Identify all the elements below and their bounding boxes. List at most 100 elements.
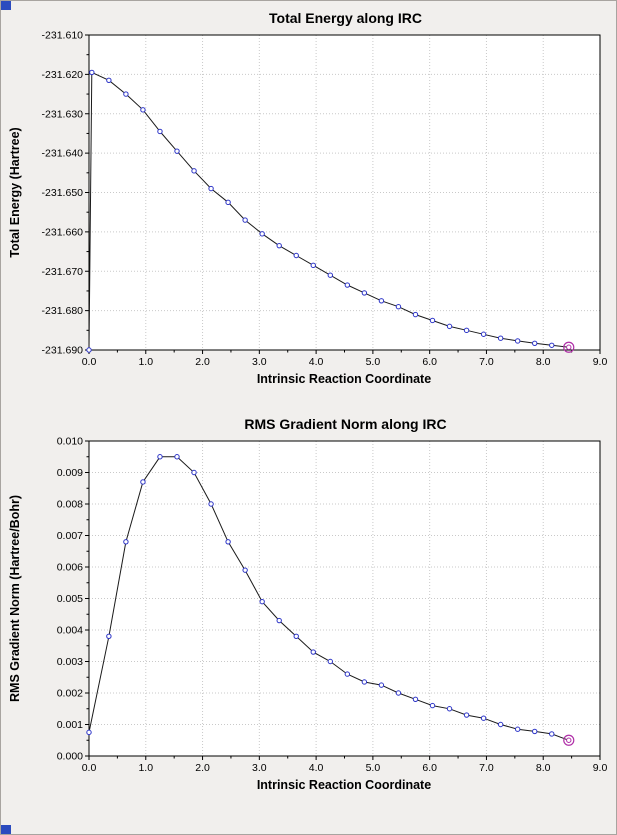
data-point-marker[interactable]: [344, 671, 351, 677]
data-point-marker[interactable]: [140, 479, 146, 485]
x-tick-label: 9.0: [593, 356, 608, 368]
data-point-marker[interactable]: [259, 231, 265, 237]
y-tick-label: -231.630: [42, 108, 84, 120]
data-point-marker[interactable]: [412, 311, 419, 318]
y-tick-label: 0.002: [57, 688, 83, 700]
data-point-marker[interactable]: [242, 217, 248, 223]
y-tick-label: 0.006: [57, 562, 83, 574]
data-point-marker[interactable]: [276, 242, 282, 249]
data-point-marker[interactable]: [157, 454, 163, 460]
data-point-marker[interactable]: [174, 454, 180, 460]
data-point-marker[interactable]: [532, 728, 538, 735]
x-tick-label: 3.0: [252, 762, 267, 774]
data-point-marker[interactable]: [157, 128, 163, 135]
y-tick-label: 0.003: [57, 656, 83, 668]
data-point-marker[interactable]: [549, 731, 555, 737]
x-tick-label: 8.0: [536, 762, 551, 774]
y-tick-label: 0.004: [57, 625, 83, 637]
y-tick-label: 0.008: [57, 499, 83, 511]
data-point-marker[interactable]: [446, 323, 453, 330]
x-tick-label: 0.0: [82, 356, 97, 368]
data-point-marker[interactable]: [463, 712, 470, 718]
x-tick-label: 0.0: [82, 762, 97, 774]
y-tick-label: -231.650: [42, 187, 84, 199]
x-tick-label: 7.0: [479, 356, 494, 368]
data-point-marker[interactable]: [344, 282, 351, 288]
data-point-marker[interactable]: [191, 168, 197, 174]
rms-gradient-chart: RMS Gradient Norm along IRC Intrinsic Re…: [5, 409, 612, 797]
x-tick-label: 3.0: [252, 356, 267, 368]
data-point-marker[interactable]: [327, 658, 334, 665]
data-point-marker[interactable]: [412, 696, 419, 702]
y-axis-title-rms-gradient: RMS Gradient Norm (Hartree/Bohr): [8, 495, 22, 702]
data-point-marker[interactable]: [276, 617, 282, 624]
window-corner-accent-bottom: [1, 825, 11, 834]
chart-title-total-energy: Total Energy along IRC: [269, 10, 422, 26]
data-point-marker[interactable]: [89, 69, 95, 76]
data-point-marker[interactable]: [514, 338, 521, 344]
x-tick-label: 7.0: [479, 762, 494, 774]
data-point-marker[interactable]: [395, 690, 402, 696]
data-point-marker[interactable]: [293, 252, 299, 259]
data-point-marker[interactable]: [140, 107, 146, 113]
data-point-marker[interactable]: [310, 262, 316, 269]
y-tick-label: -231.680: [42, 305, 84, 317]
x-tick-label: 5.0: [366, 762, 381, 774]
x-tick-label: 9.0: [593, 762, 608, 774]
data-point-marker[interactable]: [532, 340, 538, 347]
data-point-marker[interactable]: [225, 199, 231, 206]
x-tick-label: 1.0: [138, 356, 153, 368]
y-tick-label: 0.000: [57, 751, 83, 763]
y-tick-label: -231.620: [42, 69, 84, 81]
data-point-marker[interactable]: [208, 185, 214, 192]
x-axis-title-rms-gradient: Intrinsic Reaction Coordinate: [257, 778, 431, 792]
data-point-marker[interactable]: [378, 298, 385, 304]
data-point-marker[interactable]: [361, 290, 368, 296]
data-point-marker[interactable]: [174, 148, 180, 154]
data-point-marker[interactable]: [446, 706, 453, 712]
data-point-marker[interactable]: [259, 598, 265, 605]
selected-point-ring: [563, 734, 575, 746]
data-point-marker[interactable]: [208, 501, 214, 507]
y-tick-label: -231.660: [42, 226, 84, 238]
y-tick-label: -231.610: [42, 30, 84, 42]
selected-data-point-marker[interactable]: [566, 737, 572, 743]
x-axis-title-total-energy: Intrinsic Reaction Coordinate: [257, 372, 431, 386]
data-point-marker[interactable]: [327, 272, 334, 278]
data-point-marker[interactable]: [310, 649, 316, 655]
data-point-marker[interactable]: [395, 303, 402, 310]
rms-gradient-plot-canvas[interactable]: Intrinsic Reaction Coordinate RMS Gradie…: [5, 435, 610, 797]
x-tick-label: 2.0: [195, 356, 210, 368]
data-point-marker[interactable]: [123, 539, 129, 545]
data-point-marker[interactable]: [361, 679, 368, 685]
data-line: [88, 71, 569, 351]
data-point-marker[interactable]: [514, 726, 521, 732]
x-tick-label: 4.0: [309, 356, 324, 368]
data-point-marker[interactable]: [86, 347, 92, 353]
data-point-marker[interactable]: [106, 77, 112, 83]
data-point-marker[interactable]: [242, 567, 248, 573]
data-point-marker[interactable]: [497, 335, 504, 341]
data-point-marker[interactable]: [123, 91, 129, 97]
x-tick-label: 2.0: [195, 762, 210, 774]
data-point-marker[interactable]: [549, 342, 555, 348]
data-point-marker[interactable]: [191, 469, 197, 476]
data-point-marker[interactable]: [480, 331, 487, 337]
data-point-marker[interactable]: [378, 682, 385, 688]
data-point-marker[interactable]: [106, 633, 112, 640]
data-point-marker[interactable]: [225, 539, 231, 545]
data-point-marker[interactable]: [497, 721, 504, 728]
data-point-marker[interactable]: [463, 327, 470, 334]
data-point-marker[interactable]: [293, 633, 299, 640]
y-tick-label: 0.009: [57, 467, 83, 479]
x-tick-label: 1.0: [138, 762, 153, 774]
data-point-marker[interactable]: [429, 317, 436, 324]
data-point-marker[interactable]: [86, 729, 92, 736]
selected-data-point-marker[interactable]: [566, 344, 572, 350]
data-point-marker[interactable]: [480, 715, 487, 721]
window-corner-accent-top: [1, 1, 11, 10]
total-energy-plot-canvas[interactable]: Intrinsic Reaction Coordinate Total Ener…: [5, 29, 610, 391]
y-tick-label: -231.690: [42, 345, 84, 357]
data-point-marker[interactable]: [429, 702, 436, 709]
